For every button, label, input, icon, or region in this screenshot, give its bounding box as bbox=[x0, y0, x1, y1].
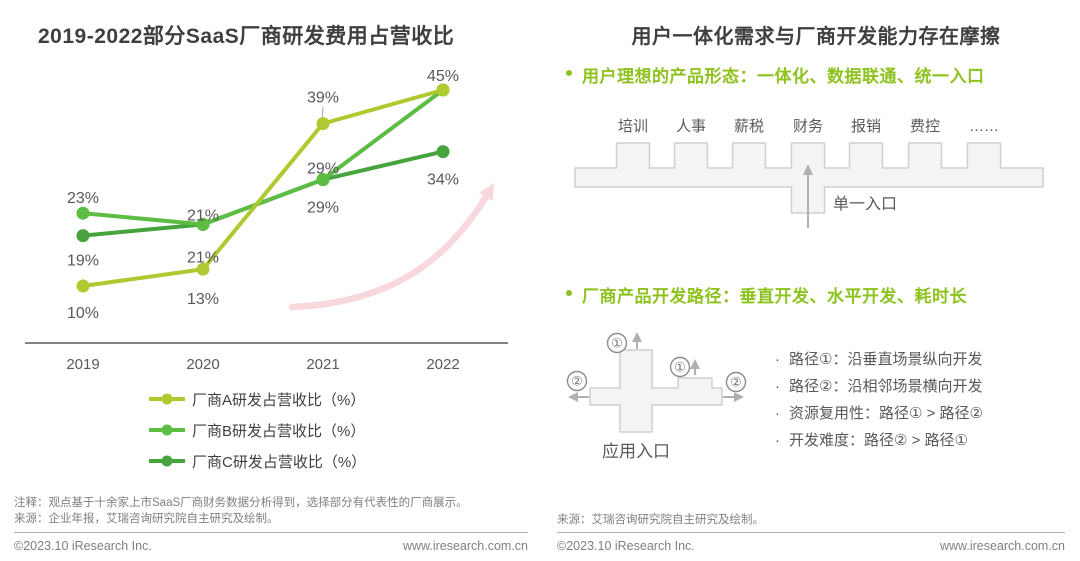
x-axis-tick-labels: 2019 2020 2021 2022 bbox=[66, 356, 459, 373]
data-label: 34% bbox=[427, 172, 459, 189]
data-point bbox=[436, 145, 450, 159]
path-number-badges: ① ① ② ② bbox=[566, 332, 747, 393]
data-label: 21% bbox=[187, 207, 219, 224]
data-label: 29% bbox=[307, 200, 339, 217]
legend-item: 厂商B研发占营收比（%） bbox=[148, 419, 366, 441]
module-label: 费控 bbox=[910, 118, 940, 135]
x-tick-label: 2020 bbox=[186, 356, 219, 373]
path-number-circle-icon bbox=[669, 356, 691, 378]
vendor-path-bullet: 厂商产品开发路径：垂直开发、水平开发、耗时长 bbox=[566, 282, 1078, 307]
x-tick-label: 2019 bbox=[66, 356, 99, 373]
data-point bbox=[436, 83, 450, 97]
integrated-product-diagram: 培训 人事 薪税 财务 报销 费控 …… bbox=[574, 118, 1044, 228]
path-number-circle-icon bbox=[566, 370, 588, 392]
path-number-text: ② bbox=[730, 375, 742, 390]
bullet-dot-icon bbox=[566, 290, 572, 296]
data-label: 21% bbox=[187, 249, 219, 266]
website-url: www.iresearch.com.cn bbox=[402, 539, 528, 553]
path-number-text: ① bbox=[674, 360, 686, 375]
module-label: 财务 bbox=[793, 118, 823, 135]
bullet-dot-icon: · bbox=[775, 405, 780, 422]
data-label: 19% bbox=[67, 253, 99, 270]
copyright-text: ©2023.10 iResearch Inc. bbox=[14, 539, 152, 553]
module-label: 培训 bbox=[618, 118, 648, 135]
vendor-path-text: 厂商产品开发路径：垂直开发、水平开发、耗时长 bbox=[582, 287, 967, 306]
bullet-dot-icon: · bbox=[775, 378, 780, 395]
source-line: 来源：企业年报，艾瑞咨询研究院自主研究及绘制。 bbox=[14, 513, 279, 525]
chart-legend: 厂商A研发占营收比（%） 厂商B研发占营收比（%） 厂商C研发占营收比（%） bbox=[148, 388, 366, 472]
x-tick-label: 2021 bbox=[306, 356, 339, 373]
module-label: 报销 bbox=[851, 118, 881, 135]
path-note-text: 路径①：沿垂直场景纵向开发 bbox=[789, 351, 983, 368]
x-tick-label: 2022 bbox=[426, 356, 459, 373]
data-label: 23% bbox=[67, 190, 99, 207]
module-label: 人事 bbox=[676, 118, 706, 135]
legend-item: 厂商C研发占营收比（%） bbox=[148, 450, 366, 472]
path-notes-list: · 路径①：沿垂直场景纵向开发 · 路径②：沿相邻场景横向开发 · 资源复用性：路径① >… bbox=[775, 350, 983, 450]
left-notes: 注释：观点基于十余家上市SaaS厂商财务数据分析得到，选择部分有代表性的厂商展示… bbox=[14, 495, 530, 527]
legend-marker-icon bbox=[149, 424, 185, 436]
path-note-text: 路径②：沿相邻场景横向开发 bbox=[789, 378, 983, 395]
footer-right: ©2023.10 iResearch Inc. www.iresearch.co… bbox=[557, 539, 1065, 553]
footer-left: ©2023.10 iResearch Inc. www.iresearch.co… bbox=[14, 539, 528, 553]
data-label: 45% bbox=[427, 68, 459, 85]
path-number-text: ② bbox=[571, 374, 583, 389]
single-entry-arrow-icon bbox=[803, 164, 813, 228]
legend-marker-icon bbox=[149, 393, 185, 405]
data-point bbox=[76, 206, 90, 220]
path-note-text: 资源复用性：路径① > 路径② bbox=[789, 405, 983, 422]
path-arrows bbox=[568, 332, 744, 402]
line-chart: 10%13%39%45%23%21%29%19% 21%29%34% 2019 20… bbox=[25, 68, 508, 373]
path-note-item: · 路径①：沿垂直场景纵向开发 bbox=[775, 350, 983, 369]
path-number-circle-icon bbox=[606, 332, 628, 354]
copyright-text: ©2023.10 iResearch Inc. bbox=[557, 539, 695, 553]
website-url: www.iresearch.com.cn bbox=[939, 539, 1065, 553]
path-number-circle-icon bbox=[725, 371, 747, 393]
series-line bbox=[81, 88, 445, 227]
legend-label: 厂商A研发占营收比（%） bbox=[192, 391, 366, 409]
module-label: 薪税 bbox=[734, 118, 764, 135]
data-label: 29% bbox=[307, 161, 339, 178]
legend-label: 厂商C研发占营收比（%） bbox=[192, 453, 367, 471]
path-note-item: · 资源复用性：路径① > 路径② bbox=[775, 404, 983, 423]
right-panel-title: 用户一体化需求与厂商开发能力存在摩擦 bbox=[631, 26, 1001, 48]
right-source: 来源：艾瑞咨询研究院自主研究及绘制。 bbox=[557, 514, 764, 526]
data-label: 13% bbox=[187, 291, 219, 308]
note-line: 注释：观点基于十余家上市SaaS厂商财务数据分析得到，选择部分有代表性的厂商展示… bbox=[14, 497, 468, 509]
bullet-dot-icon bbox=[566, 70, 572, 76]
series-line bbox=[81, 88, 445, 288]
legend-marker-icon bbox=[149, 455, 185, 467]
user-ideal-bullet: 用户理想的产品形态：一体化、数据联通、统一入口 bbox=[566, 62, 1078, 87]
legend-item: 厂商A研发占营收比（%） bbox=[148, 388, 366, 410]
app-entry-label: 应用入口 bbox=[602, 442, 670, 461]
data-label: 39% bbox=[307, 90, 339, 107]
bullet-dot-icon: · bbox=[775, 351, 780, 368]
path-note-text: 开发难度：路径② > 路径① bbox=[789, 432, 968, 449]
legend-label: 厂商B研发占营收比（%） bbox=[192, 422, 366, 440]
single-entry-label: 单一入口 bbox=[833, 196, 898, 213]
footer-divider-left bbox=[14, 532, 528, 533]
footer-divider-right bbox=[557, 532, 1065, 533]
data-point bbox=[76, 279, 90, 293]
user-ideal-text: 用户理想的产品形态：一体化、数据联通、统一入口 bbox=[582, 67, 985, 86]
data-label: 10% bbox=[67, 305, 99, 322]
cross-shape bbox=[589, 349, 723, 433]
path-note-item: · 开发难度：路径② > 路径① bbox=[775, 431, 983, 450]
left-chart-title: 2019-2022部分SaaS厂商研发费用占营收比 bbox=[38, 25, 455, 48]
chart-series-group bbox=[76, 83, 450, 293]
growth-trend-arrow-icon bbox=[288, 183, 494, 311]
development-path-diagram: ① ① ② ② bbox=[566, 332, 747, 433]
data-point bbox=[76, 229, 90, 243]
data-point bbox=[196, 262, 210, 276]
chart-data-labels: 10% 13% 39% 45% 23% 21% 29% 19% 21% 29% 34% bbox=[67, 68, 459, 322]
path-note-item: · 路径②：沿相邻场景横向开发 bbox=[775, 377, 983, 396]
path-number-text: ① bbox=[611, 336, 623, 351]
data-point bbox=[196, 217, 210, 231]
module-label: …… bbox=[969, 118, 999, 135]
data-point bbox=[316, 173, 330, 187]
data-point bbox=[316, 117, 330, 131]
module-labels: 培训 人事 薪税 财务 报销 费控 …… bbox=[618, 118, 999, 135]
bullet-dot-icon: · bbox=[775, 432, 780, 449]
